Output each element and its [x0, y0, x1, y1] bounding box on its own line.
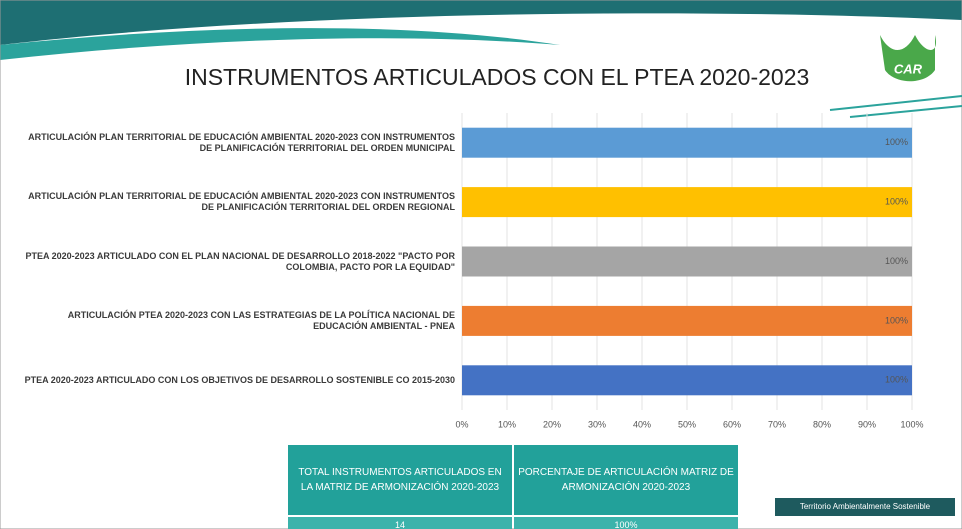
x-tick-label: 100%	[900, 419, 923, 429]
footer-bar	[775, 498, 955, 516]
logo-text: CAR	[894, 61, 923, 76]
bar	[462, 365, 912, 396]
x-tick-label: 50%	[678, 419, 696, 429]
deco-lines	[829, 95, 962, 118]
x-tick-label: 30%	[588, 419, 606, 429]
value-label: 100%	[885, 137, 908, 147]
bar	[462, 187, 912, 218]
bar	[462, 246, 912, 277]
bar	[462, 305, 912, 336]
table-cell: 14	[288, 517, 512, 529]
value-label: 100%	[885, 196, 908, 206]
table-header: PORCENTAJE DE ARTICULACIÓN MATRIZ DE ARM…	[514, 445, 738, 515]
table-header: TOTAL INSTRUMENTOS ARTICULADOS EN LA MAT…	[288, 445, 512, 515]
header-wave	[0, 0, 962, 45]
x-tick-label: 90%	[858, 419, 876, 429]
x-tick-label: 60%	[723, 419, 741, 429]
value-label: 100%	[885, 315, 908, 325]
footer-text: Territorio Ambientalmente Sostenible	[800, 502, 931, 511]
category-label: ARTICULACIÓN PLAN TERRITORIAL DE EDUCACI…	[28, 131, 455, 153]
x-tick-label: 40%	[633, 419, 651, 429]
x-tick-label: 70%	[768, 419, 786, 429]
category-label: ARTICULACIÓN PLAN TERRITORIAL DE EDUCACI…	[28, 191, 455, 213]
category-label: PTEA 2020-2023 ARTICULADO CON EL PLAN NA…	[25, 250, 455, 272]
value-label: 100%	[885, 375, 908, 385]
category-label: PTEA 2020-2023 ARTICULADO CON LOS OBJETI…	[24, 374, 455, 385]
logo: CAR	[880, 35, 936, 82]
logo-shape	[880, 35, 936, 82]
header-wave-light	[0, 28, 560, 60]
table-cell: 100%	[514, 517, 738, 529]
category-label: ARTICULACIÓN PTEA 2020-2023 CON LAS ESTR…	[67, 309, 455, 331]
chart-title: INSTRUMENTOS ARTICULADOS CON EL PTEA 202…	[185, 64, 810, 90]
x-tick-label: 20%	[543, 419, 561, 429]
value-label: 100%	[885, 256, 908, 266]
bar	[462, 127, 912, 158]
x-tick-label: 80%	[813, 419, 831, 429]
x-tick-label: 0%	[455, 419, 468, 429]
x-tick-label: 10%	[498, 419, 516, 429]
